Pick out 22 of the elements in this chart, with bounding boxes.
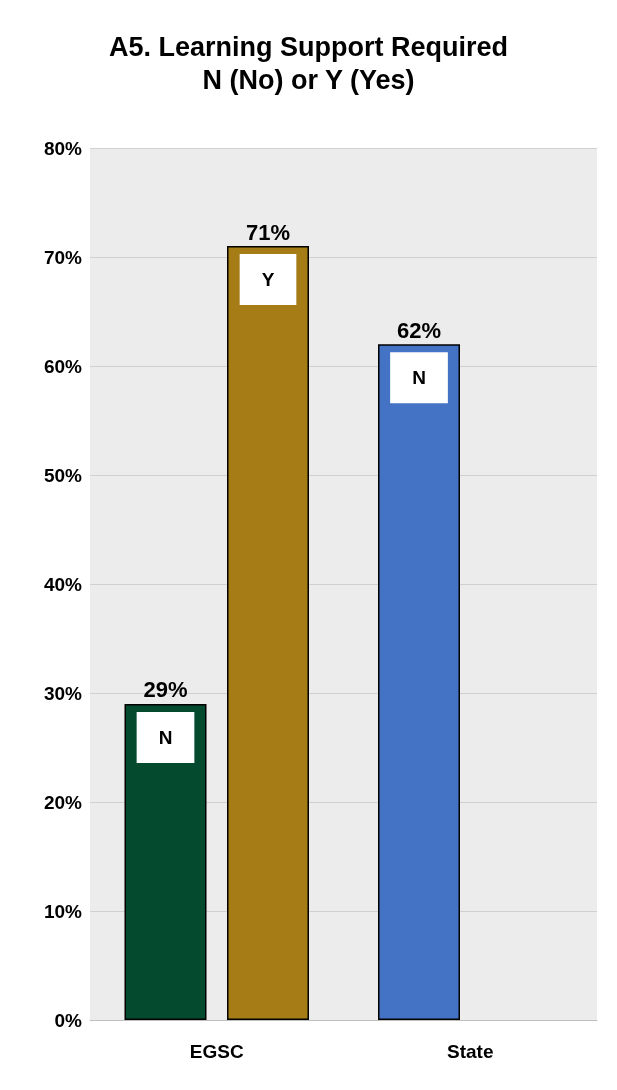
- y-tick-label: 40%: [43, 573, 83, 595]
- y-tick-label: 0%: [54, 1009, 83, 1031]
- chart-subtitle: N (No) or Y (Yes): [202, 64, 415, 95]
- y-tick-label: 60%: [43, 355, 83, 377]
- text: N: [412, 367, 426, 389]
- y-tick-label: 80%: [43, 137, 83, 159]
- bar: [378, 344, 460, 1020]
- y-tick-label: 20%: [43, 791, 83, 813]
- data-label: 62%: [396, 317, 442, 343]
- x-tick-label: EGSC: [189, 1041, 244, 1062]
- series-label: N: [158, 726, 173, 748]
- x-tick-label: State: [447, 1041, 494, 1062]
- y-tick-label: 30%: [43, 682, 83, 704]
- data-label: 29%: [143, 677, 188, 703]
- series-label: Y: [261, 269, 275, 291]
- bar: [124, 703, 207, 1020]
- data-label: 71%: [245, 219, 291, 245]
- y-tick-label: 50%: [43, 464, 83, 486]
- y-tick-label: 70%: [43, 246, 83, 268]
- chart-title: A5. Learning Support Required: [108, 31, 509, 62]
- y-tick-label: 10%: [43, 900, 83, 922]
- bar: [227, 246, 309, 1020]
